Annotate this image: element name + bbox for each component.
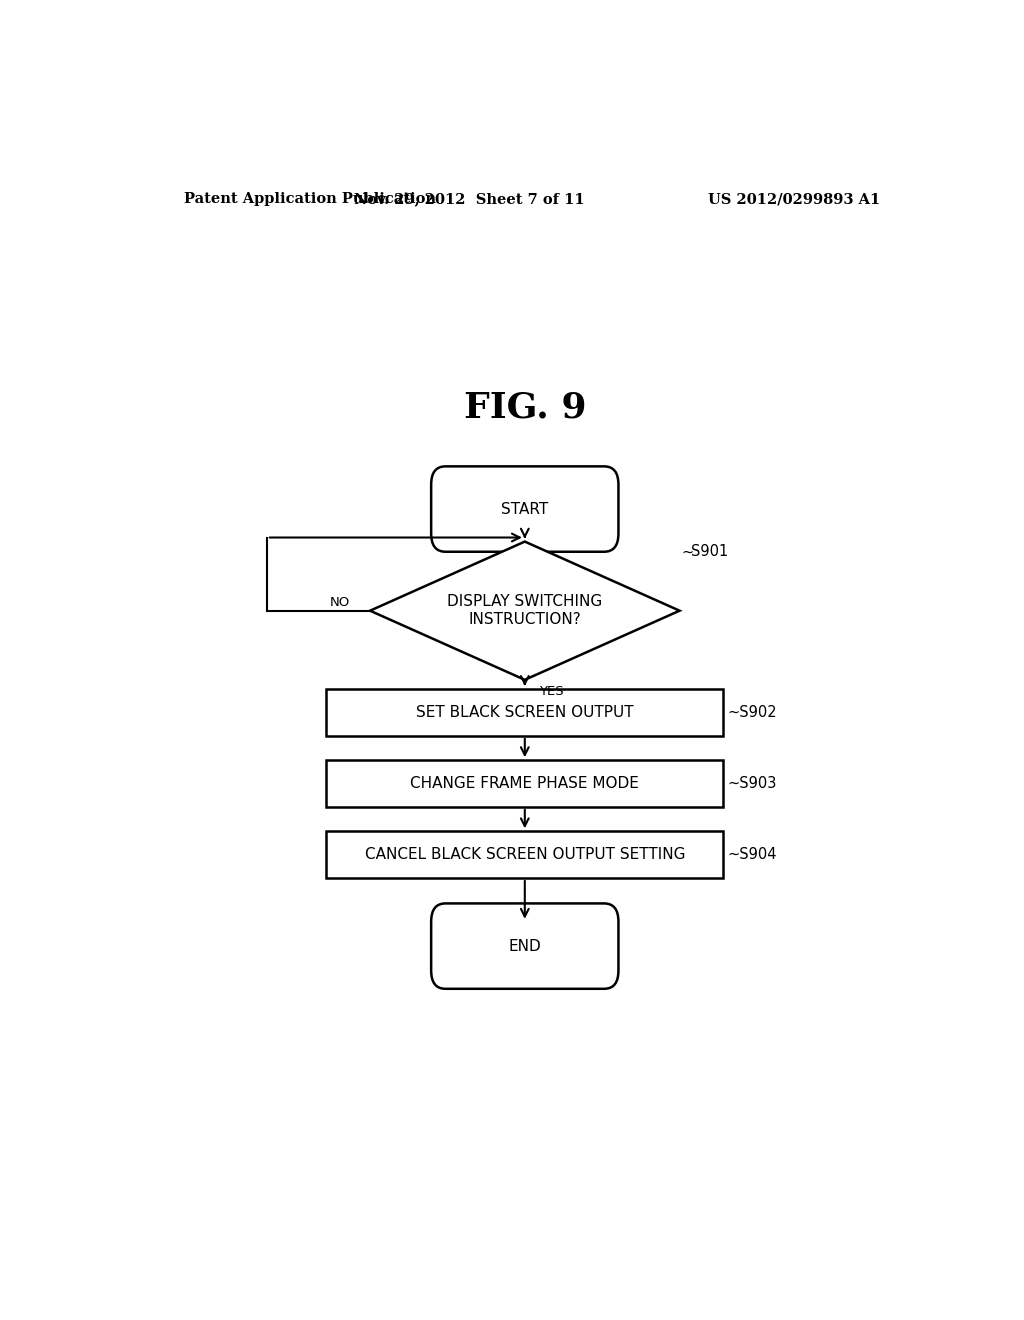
Text: Patent Application Publication: Patent Application Publication — [183, 191, 435, 206]
Text: ~S904: ~S904 — [727, 847, 776, 862]
Text: ~: ~ — [682, 544, 694, 560]
Bar — [327, 760, 723, 807]
Text: ~S902: ~S902 — [727, 705, 777, 719]
Text: START: START — [501, 502, 549, 516]
Text: YES: YES — [539, 685, 563, 698]
Text: CHANGE FRAME PHASE MODE: CHANGE FRAME PHASE MODE — [411, 776, 639, 791]
Text: NO: NO — [330, 597, 350, 609]
FancyBboxPatch shape — [431, 903, 618, 989]
Text: S901: S901 — [691, 544, 729, 560]
Text: SET BLACK SCREEN OUTPUT: SET BLACK SCREEN OUTPUT — [416, 705, 634, 719]
Bar — [327, 832, 723, 878]
Text: END: END — [509, 939, 541, 953]
Text: ~S903: ~S903 — [727, 776, 776, 791]
Text: CANCEL BLACK SCREEN OUTPUT SETTING: CANCEL BLACK SCREEN OUTPUT SETTING — [365, 847, 685, 862]
FancyBboxPatch shape — [431, 466, 618, 552]
Text: FIG. 9: FIG. 9 — [464, 391, 586, 425]
Text: DISPLAY SWITCHING
INSTRUCTION?: DISPLAY SWITCHING INSTRUCTION? — [447, 594, 602, 627]
Bar — [327, 689, 723, 735]
Polygon shape — [370, 541, 680, 680]
Text: US 2012/0299893 A1: US 2012/0299893 A1 — [709, 191, 881, 206]
Text: Nov. 29, 2012  Sheet 7 of 11: Nov. 29, 2012 Sheet 7 of 11 — [354, 191, 585, 206]
